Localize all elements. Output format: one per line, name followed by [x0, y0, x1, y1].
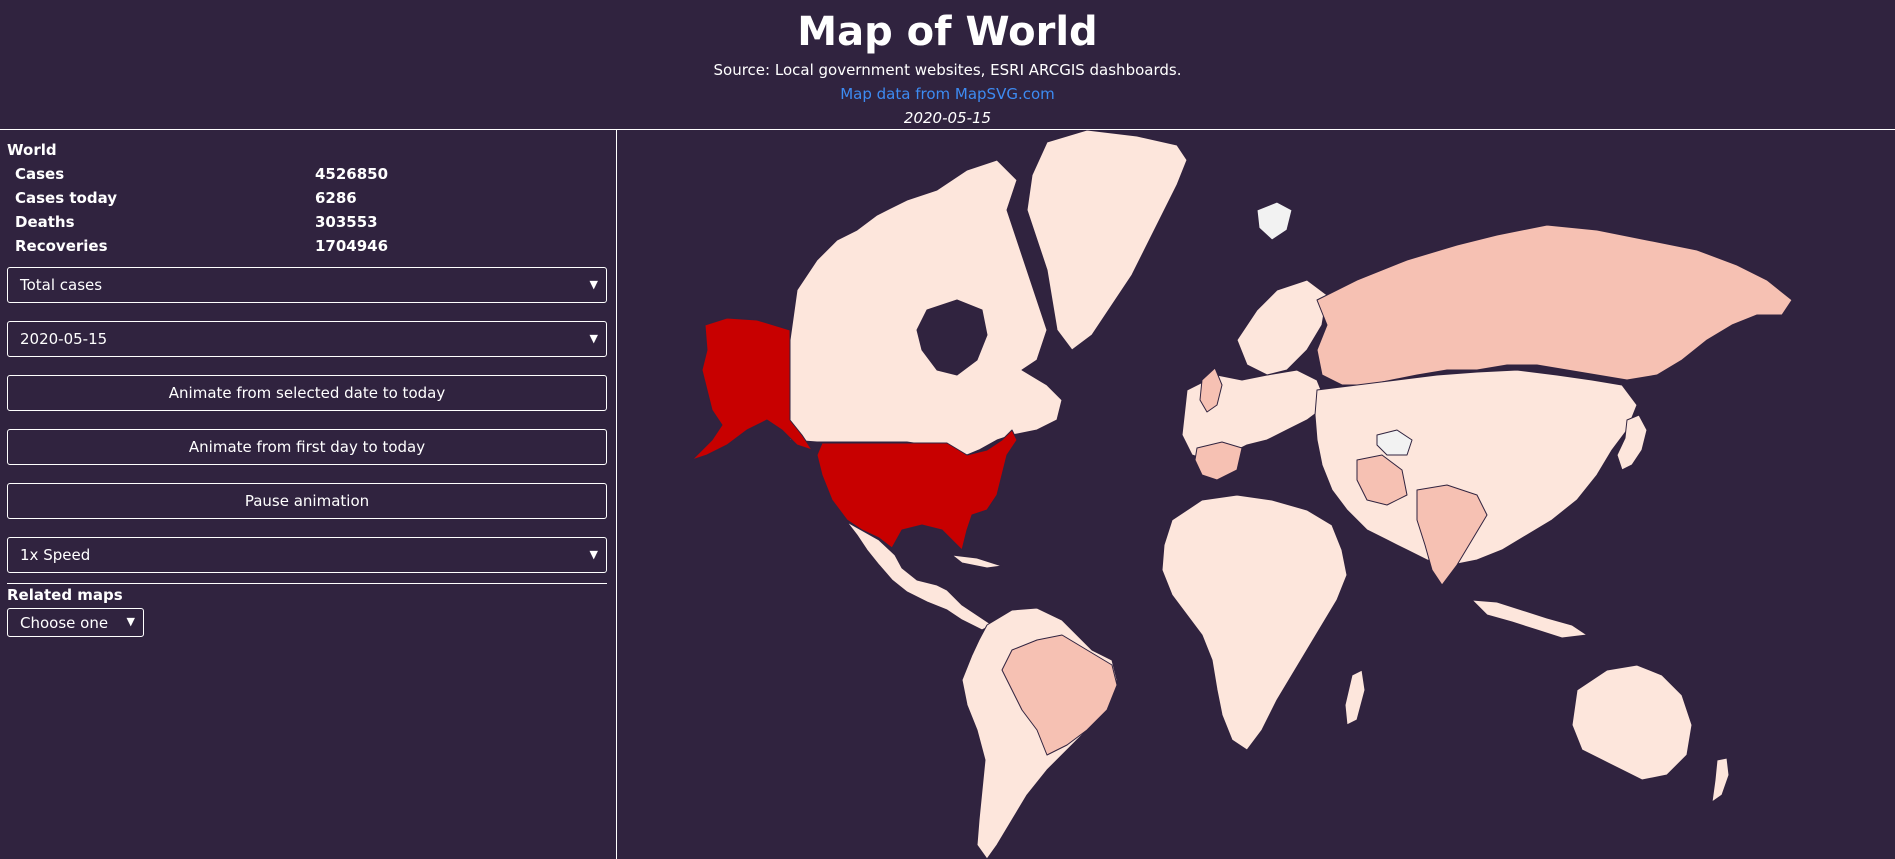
hudson-bay [916, 299, 988, 376]
country-turkmenistan[interactable] [1376, 429, 1413, 456]
country-greenland[interactable] [1026, 130, 1188, 351]
animate-selected-button[interactable]: Animate from selected date to today [7, 375, 607, 411]
country-united-kingdom[interactable] [1199, 367, 1223, 413]
related-maps-label: Related maps [7, 586, 123, 604]
country-japan[interactable] [1616, 414, 1648, 471]
country-brazil[interactable] [1001, 634, 1118, 756]
caret-down-icon: ▼ [126, 615, 135, 628]
stat-value: 303553 [315, 213, 378, 231]
sidebar: World Cases 4526850 Cases today 6286 Dea… [0, 130, 616, 859]
header-divider [0, 129, 1895, 130]
caret-down-icon: ▼ [589, 548, 598, 561]
country-india[interactable] [1416, 484, 1488, 586]
country-alaska[interactable] [691, 317, 813, 461]
animate-first-day-button[interactable]: Animate from first day to today [7, 429, 607, 465]
stat-value: 4526850 [315, 165, 389, 183]
country-spain[interactable] [1194, 441, 1243, 481]
stat-row-deaths: Deaths 303553 [15, 213, 605, 237]
country-asia[interactable] [1314, 369, 1638, 566]
country-canada[interactable] [789, 159, 1063, 456]
source-text: Source: Local government websites, ESRI … [713, 61, 1182, 79]
sidebar-divider [616, 130, 617, 859]
metric-select[interactable]: Total cases ▼ [7, 267, 607, 303]
country-new-zealand[interactable] [1711, 757, 1730, 803]
region-name: World [7, 141, 57, 159]
related-maps-select-value: Choose one [20, 613, 109, 632]
country-mexico[interactable] [846, 521, 993, 631]
country-madagascar[interactable] [1344, 669, 1366, 726]
country-united-states[interactable] [816, 429, 1018, 551]
country-scandinavia[interactable] [1236, 279, 1328, 376]
stat-value: 1704946 [315, 237, 389, 255]
stat-row-cases-today: Cases today 6286 [15, 189, 605, 213]
header: Map of World Source: Local government we… [0, 0, 1895, 130]
stat-label: Recoveries [15, 237, 108, 255]
country-iran[interactable] [1356, 454, 1408, 506]
world-map-svg[interactable] [617, 130, 1895, 859]
country-russia[interactable] [1316, 224, 1793, 386]
caret-down-icon: ▼ [589, 278, 598, 291]
stat-label: Deaths [15, 213, 75, 231]
speed-select[interactable]: 1x Speed ▼ [7, 537, 607, 573]
speed-select-value: 1x Speed [20, 546, 91, 564]
country-australia[interactable] [1571, 664, 1693, 781]
stat-value: 6286 [315, 189, 357, 207]
caret-down-icon: ▼ [589, 332, 598, 345]
stat-row-recoveries: Recoveries 1704946 [15, 237, 605, 261]
world-map[interactable] [617, 130, 1895, 859]
current-date: 2020-05-15 [903, 109, 992, 127]
stat-row-cases: Cases 4526850 [15, 165, 605, 189]
metric-select-value: Total cases [20, 276, 103, 294]
date-select-value: 2020-05-15 [20, 330, 108, 348]
country-svalbard[interactable] [1256, 201, 1293, 241]
map-data-link[interactable]: Map data from MapSVG.com [840, 85, 1055, 103]
page-title: Map of World [797, 9, 1098, 55]
pause-animation-button[interactable]: Pause animation [7, 483, 607, 519]
section-divider [7, 583, 607, 584]
country-indonesia[interactable] [1471, 599, 1588, 639]
country-africa[interactable] [1161, 494, 1348, 751]
country-cuba[interactable] [951, 554, 1003, 569]
stat-label: Cases [15, 165, 65, 183]
stat-label: Cases today [15, 189, 118, 207]
related-maps-select[interactable]: Choose one ▼ [7, 608, 144, 637]
date-select[interactable]: 2020-05-15 ▼ [7, 321, 607, 357]
